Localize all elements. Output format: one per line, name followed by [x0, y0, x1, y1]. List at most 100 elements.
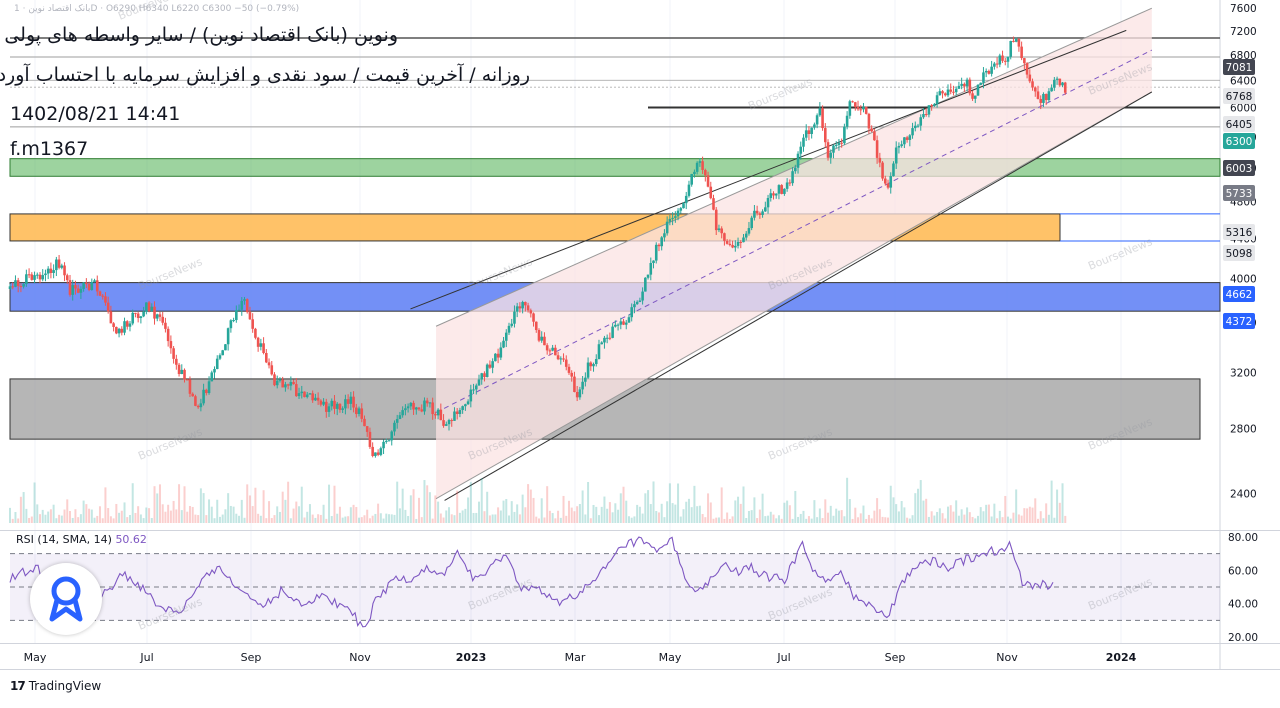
indicator-badge-icon[interactable] [30, 563, 102, 635]
volume-bar [265, 518, 268, 523]
candle-body [496, 353, 500, 358]
volume-bar [827, 512, 830, 523]
candle-body [976, 84, 980, 96]
candle-body [316, 397, 320, 401]
candle-body [837, 142, 841, 145]
volume-bar [816, 517, 819, 523]
candle-body [1031, 81, 1034, 88]
volume-bar [216, 499, 219, 523]
candle-body [11, 286, 15, 288]
candle-body [93, 280, 96, 282]
volume-bar [663, 517, 666, 523]
volume-bar [478, 501, 481, 523]
candle-body [188, 379, 192, 394]
volume-bar [589, 518, 592, 523]
volume-bar [434, 495, 437, 523]
candle-body [556, 355, 560, 360]
tradingview-brand[interactable]: 17 TradingView [10, 679, 101, 693]
volume-bar [333, 485, 336, 523]
candle-body [442, 420, 445, 426]
volume-bar [739, 503, 742, 523]
candle-body [466, 401, 470, 405]
volume-bar [120, 510, 123, 523]
volume-bar [347, 516, 350, 523]
volume-bar [818, 508, 821, 523]
candle-body [333, 400, 336, 409]
candle-body [207, 381, 211, 394]
rsi-legend-label: RSI (14, SMA, 14) [16, 533, 112, 546]
candle-body [758, 213, 762, 215]
volume-bar [393, 514, 396, 523]
candle-body [79, 288, 83, 293]
volume-bar [701, 514, 704, 523]
volume-bar [957, 515, 960, 523]
candle-body [1006, 56, 1010, 62]
volume-bar [1061, 483, 1064, 523]
volume-bar [63, 509, 66, 523]
candle-body [821, 108, 824, 129]
volume-bar [655, 511, 658, 523]
candle-body [199, 403, 203, 408]
volume-bar [229, 505, 232, 523]
volume-bar [303, 517, 306, 523]
candle-body [900, 144, 903, 146]
volume-bar [625, 500, 628, 523]
volume-bar [829, 505, 832, 523]
time-tick-label: Nov [996, 651, 1018, 664]
volume-bar [336, 513, 339, 523]
candle-body [106, 302, 110, 312]
volume-bar [358, 517, 361, 523]
candle-body [903, 137, 906, 145]
volume-bar [363, 515, 366, 523]
volume-bar [442, 517, 445, 523]
volume-bar [982, 511, 985, 523]
volume-bar [878, 509, 881, 523]
volume-group [9, 477, 1067, 523]
ohlc-strip: بانک اقتصاد نوین · 1D · O6290 H6340 L622… [14, 4, 300, 14]
volume-bar [698, 505, 701, 523]
candle-body [142, 311, 145, 317]
candle-body [384, 440, 388, 442]
volume-bar [769, 511, 772, 523]
candle-body [870, 128, 873, 132]
volume-bar [314, 517, 317, 523]
volume-bar [221, 514, 224, 523]
volume-bar [456, 490, 459, 523]
candle-body [85, 282, 88, 285]
volume-bar [262, 490, 265, 523]
volume-bar [840, 510, 843, 523]
volume-bar [352, 504, 355, 523]
candle-body [911, 128, 914, 136]
volume-bar [922, 500, 925, 523]
volume-bar [636, 504, 639, 523]
rsi-legend[interactable]: RSI (14, SMA, 14) 50.62 [16, 533, 147, 546]
volume-bar [142, 518, 145, 523]
volume-bar [85, 504, 88, 523]
candle-body [27, 274, 31, 276]
volume-bar [9, 507, 11, 523]
candle-body [990, 66, 993, 74]
rsi-line [9, 536, 1054, 628]
volume-bar [439, 513, 442, 523]
volume-bar [677, 483, 680, 523]
volume-bar [107, 508, 110, 523]
volume-bar [412, 489, 415, 523]
volume-bar [28, 517, 31, 523]
volume-bar [606, 508, 609, 523]
volume-bar [483, 511, 486, 523]
candle-body [259, 343, 263, 347]
candle-body [357, 408, 361, 415]
volume-bar [450, 514, 453, 523]
candle-body [968, 79, 972, 94]
volume-bar [527, 484, 530, 523]
price-tick-label: 2400 [1230, 488, 1257, 500]
candle-body [600, 342, 604, 345]
price-badge-label: 6300 [1226, 136, 1253, 148]
rsi-tick-label: 80.00 [1228, 532, 1258, 544]
candle-body [810, 127, 813, 134]
candle-body [314, 397, 317, 401]
volume-bar [671, 503, 674, 523]
price-badge-label: 6768 [1226, 91, 1253, 103]
candle-body [622, 321, 625, 325]
candle-body [772, 193, 775, 196]
